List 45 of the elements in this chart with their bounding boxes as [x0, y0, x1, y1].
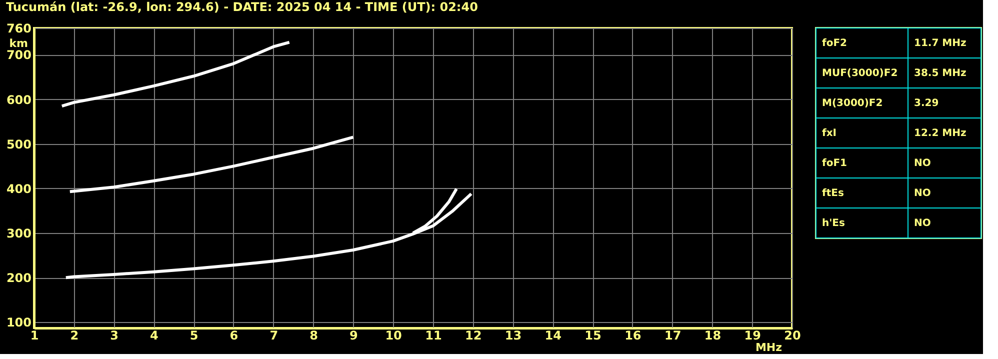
text: 12.2 MHz — [914, 128, 966, 139]
x-tick-label: 2 — [70, 328, 79, 342]
x-tick-label: 8 — [310, 328, 318, 342]
x-tick-label: 19 — [744, 328, 761, 342]
text: 3.29 — [914, 98, 939, 109]
text: NO — [914, 188, 931, 199]
x-tick-label: 12 — [464, 328, 482, 342]
x-tick-label: 11 — [425, 328, 442, 342]
x-tick-label: 9 — [349, 328, 358, 342]
x-tick-label: 16 — [624, 328, 642, 342]
x-tick-label: 14 — [544, 328, 562, 342]
x-tick-label: 7 — [270, 328, 278, 342]
y-tick-label: 600 — [6, 92, 32, 107]
y-tick-label: 300 — [6, 226, 32, 241]
text: NO — [914, 218, 931, 229]
y-tick-label: 200 — [6, 271, 32, 286]
y-axis-title: km — [9, 37, 28, 50]
text: foF2 — [822, 38, 848, 49]
x-tick-label: 20 — [784, 328, 801, 342]
text: fxI — [822, 128, 837, 139]
x-axis-title: MHz — [755, 341, 782, 354]
text: 38.5 MHz — [914, 68, 966, 79]
text: NO — [914, 158, 931, 169]
x-tick-label: 17 — [664, 328, 682, 342]
x-tick-label: 15 — [584, 328, 602, 342]
y-tick-label: 100 — [6, 316, 32, 330]
text: MUF(3000)F2 — [822, 68, 898, 79]
x-tick-label: 18 — [704, 328, 722, 342]
y-tick-label: 760 — [6, 22, 32, 36]
x-tick-label: 5 — [190, 328, 198, 342]
text: 11.7 MHz — [914, 38, 966, 49]
x-tick-label: 4 — [150, 328, 158, 342]
x-tick-label: 13 — [504, 328, 522, 342]
text: M(3000)F2 — [822, 98, 883, 109]
text: ftEs — [822, 188, 844, 199]
x-tick-label: 3 — [110, 328, 118, 342]
y-tick-label: 500 — [6, 137, 32, 152]
text: foF1 — [822, 158, 848, 169]
x-tick-label: 6 — [230, 328, 238, 342]
x-tick-label: 10 — [385, 328, 402, 342]
x-tick-label: 1 — [30, 328, 39, 342]
text: h'Es — [822, 218, 846, 229]
chart-title: Tucumán (lat: -26.9, lon: 294.6) - DATE: 2025 04 14 - TIME (UT): 02:40 — [6, 0, 478, 14]
y-tick-label: 700 — [6, 48, 32, 62]
y-tick-label: 400 — [6, 182, 32, 196]
